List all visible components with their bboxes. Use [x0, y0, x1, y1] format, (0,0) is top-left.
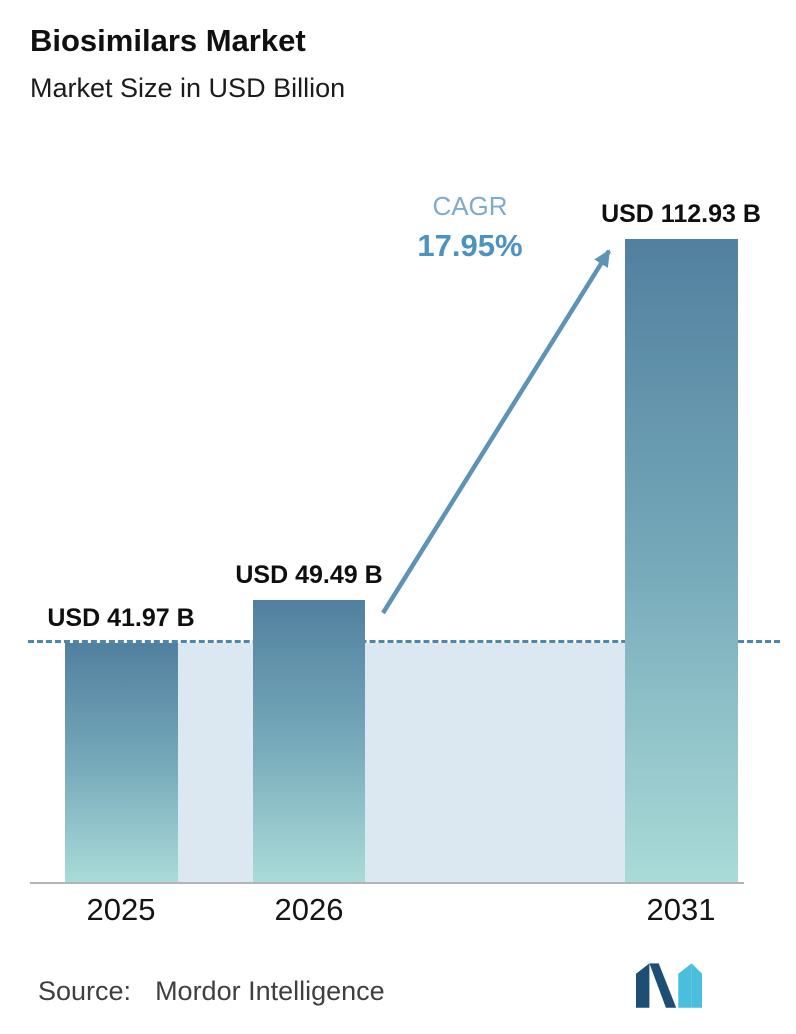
chart-title: Biosimilars Market [30, 23, 306, 58]
bar-value-label-2026: USD 49.49 B [235, 561, 383, 590]
x-tick-2031: 2031 [646, 892, 716, 927]
bar-2031 [625, 239, 738, 882]
bar-2026 [253, 600, 365, 882]
x-tick-2025: 2025 [86, 892, 156, 927]
source-line: Source: Mordor Intelligence [38, 976, 385, 1007]
chart-header: Biosimilars Market Market Size in USD Bi… [30, 23, 346, 104]
cagr-label: CAGR [432, 191, 508, 221]
bar-2025 [65, 643, 178, 882]
bar-value-label-2025: USD 41.97 B [47, 604, 195, 633]
cagr-annotation: CAGR 17.95% [388, 192, 552, 263]
chart-subtitle: Market Size in USD Billion [30, 73, 346, 104]
bar-chart-plot: USD 41.97 B USD 49.49 B USD 112.93 B CAG… [0, 182, 796, 884]
cagr-value: 17.95% [417, 227, 523, 263]
x-axis-line [30, 882, 744, 884]
source-label: Source: [38, 976, 132, 1006]
dashed-reference-line [28, 640, 780, 644]
mordor-intelligence-logo [636, 963, 702, 1008]
bar-value-label-2031: USD 112.93 B [601, 200, 761, 229]
source-value: Mordor Intelligence [155, 976, 385, 1006]
x-tick-2026: 2026 [274, 892, 344, 927]
